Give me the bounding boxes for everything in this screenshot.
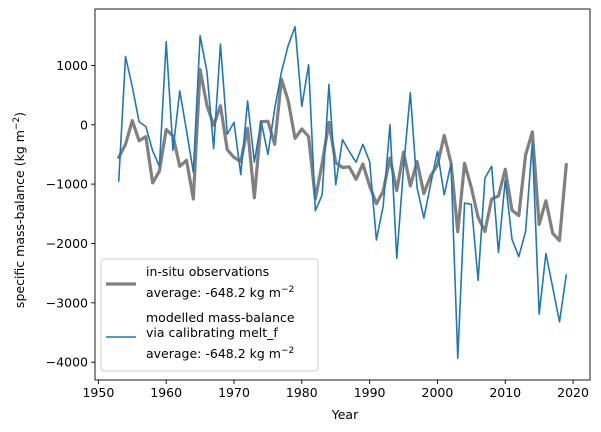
series-line-modelled bbox=[117, 26, 568, 359]
x-tick-label: 1990 bbox=[354, 385, 386, 400]
y-tick-label: −4000 bbox=[46, 355, 88, 370]
legend-average-modelled-sup: −2 bbox=[281, 346, 294, 356]
x-tick-label: 2000 bbox=[422, 385, 454, 400]
x-tick-label: 1980 bbox=[286, 385, 318, 400]
plot-area: 1950 1960 1970 1980 1990 2000 2010 2020 −4000 −3… bbox=[46, 8, 591, 400]
y-tick-label: −2000 bbox=[46, 236, 88, 251]
x-tick-label: 1970 bbox=[218, 385, 250, 400]
series-layer bbox=[117, 26, 568, 359]
x-tick-label: 1950 bbox=[82, 385, 114, 400]
legend: in-situ observations average: -648.2 kg … bbox=[100, 258, 319, 372]
y-axis: −4000 −3000 −2000 −1000 0 1000 bbox=[46, 58, 95, 370]
x-axis: 1950 1960 1970 1980 1990 2000 2010 2020 bbox=[82, 380, 589, 400]
y-axis-label: specific mass-balance (kg m−2) bbox=[12, 112, 27, 308]
x-axis-label: Year bbox=[331, 407, 359, 422]
y-axis-label-sup: −2 bbox=[12, 117, 22, 130]
y-tick-label: 0 bbox=[80, 117, 88, 132]
y-tick-label: −3000 bbox=[46, 295, 88, 310]
y-axis-label-close: ) bbox=[12, 112, 27, 117]
x-tick-label: 1960 bbox=[150, 385, 182, 400]
legend-average-observations-text: average: -648.2 kg m bbox=[146, 285, 281, 300]
series-line-observations bbox=[117, 67, 568, 243]
legend-average-modelled: average: -648.2 kg m−2 bbox=[146, 346, 294, 361]
x-tick-label: 2020 bbox=[557, 385, 589, 400]
legend-box bbox=[100, 258, 319, 372]
legend-label-modelled-line1: modelled mass-balance bbox=[146, 310, 295, 325]
legend-average-modelled-text: average: -648.2 kg m bbox=[146, 346, 281, 361]
y-tick-label: 1000 bbox=[56, 58, 88, 73]
legend-average-observations: average: -648.2 kg m−2 bbox=[146, 285, 294, 300]
y-tick-label: −1000 bbox=[46, 177, 88, 192]
legend-average-observations-sup: −2 bbox=[281, 285, 294, 295]
y-axis-label-text: specific mass-balance (kg m bbox=[12, 130, 27, 308]
legend-label-modelled-line2: via calibrating melt_f bbox=[146, 325, 278, 340]
legend-label-observations: in-situ observations bbox=[146, 264, 269, 279]
x-tick-label: 2010 bbox=[489, 385, 521, 400]
axes-frame bbox=[94, 8, 591, 381]
